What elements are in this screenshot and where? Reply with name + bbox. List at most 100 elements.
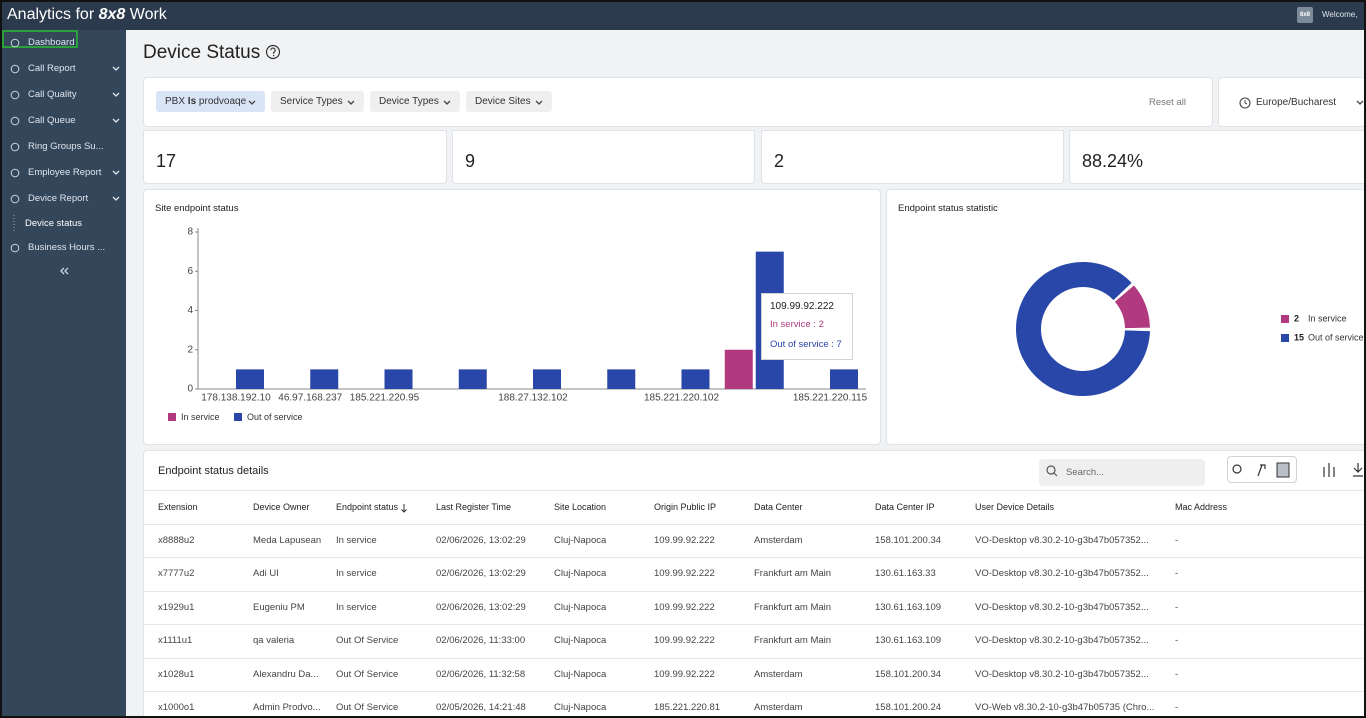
column-header[interactable]: Endpoint status [336, 499, 408, 515]
table-cell: In service [336, 568, 377, 580]
table-cell: 109.99.92.222 [654, 568, 715, 580]
filter-label: Device Types [379, 96, 439, 107]
timezone-select[interactable]: Europe/Bucharest [1256, 97, 1337, 108]
table-cell: In service [336, 601, 377, 613]
help-icon-mark [270, 47, 276, 54]
column-header-text: User Device Details [975, 502, 1055, 512]
column-header[interactable]: User Device Details [975, 499, 1054, 515]
help-icon-dot [272, 54, 275, 57]
sidebar-item[interactable]: Employee Report [28, 167, 102, 178]
sidebar-item[interactable]: Call Report [28, 63, 76, 74]
table-cell: Cluj-Napoca [554, 568, 607, 580]
table-cell: 02/06/2026, 13:02:29 [436, 535, 526, 546]
filter-chip[interactable]: Service Types [271, 91, 364, 112]
reset-button[interactable]: Reset all [1149, 97, 1186, 108]
table-cell: 158.101.200.34 [875, 535, 942, 546]
table-cell: Out Of Service [336, 635, 399, 647]
sidebar-item[interactable]: Call Queue [28, 115, 76, 126]
table-cell: - [1175, 702, 1179, 713]
table-cell: Amsterdam [754, 535, 803, 546]
table-title: Endpoint status details [158, 465, 269, 477]
table-cell: Alexandru Da... [253, 668, 319, 680]
search-placeholder: Search... [1066, 467, 1105, 478]
table-cell: Adi UI [253, 568, 279, 580]
filter-chip[interactable]: Device Types [370, 91, 460, 112]
sidebar-item[interactable]: Business Hours ... [28, 242, 106, 253]
kpi-value: 2 [774, 151, 785, 171]
sidebar-item[interactable]: Device Report [28, 193, 89, 204]
table-cell: 02/06/2026, 13:02:29 [436, 568, 526, 580]
table-cell: Cluj-Napoca [554, 702, 607, 713]
sidebar-item[interactable]: Ring Groups Su... [28, 141, 104, 152]
page-title: Device Status [143, 42, 261, 63]
column-header-text: Data Center [754, 502, 803, 512]
sidebar-item[interactable]: Call Quality [28, 89, 77, 100]
table-card: Endpoint status details Search... Extensio… [143, 450, 1364, 716]
table-cell: x7777u2 [158, 568, 195, 580]
avatar[interactable]: 8x8 [1297, 7, 1313, 23]
welcome-text: Welcome, [1322, 10, 1358, 19]
column-header[interactable]: Site Location [554, 499, 606, 515]
top-bar: Analytics for 8x8 Work 8x8 Welcome, [2, 2, 1364, 30]
column-header[interactable]: Mac Address [1175, 499, 1227, 515]
sidebar: Dashboard Call Report Call Quality Call Que… [2, 30, 126, 716]
row-divider [144, 590, 1364, 592]
column-header-text: Data Center IP [875, 502, 935, 512]
filter-operator: Is [187, 96, 197, 107]
table-cell: - [1175, 568, 1179, 580]
table-cell: Out Of Service [336, 702, 399, 713]
table-cell: 158.101.200.24 [875, 702, 942, 713]
submenu-item[interactable] [2, 30, 78, 48]
table-cell: Frankfurt am Main [754, 601, 832, 613]
filter-bar: PBX Is prodvoaqe Service Types Device Type… [143, 77, 1213, 127]
kpi-card: 9 [452, 130, 755, 184]
kpi-value: 17 [156, 151, 177, 171]
column-header[interactable]: Origin Public IP [654, 499, 716, 515]
filter-value: prodvoaqe [198, 96, 247, 107]
filter-chip[interactable]: PBX Is prodvoaqe [156, 91, 265, 112]
table-cell: VO-Desktop v8.30.2-10-g3b47b057352... [975, 668, 1149, 680]
brand[interactable]: Analytics for 8x8 Work [7, 7, 167, 23]
table-cell: In service [336, 535, 377, 546]
row-divider [144, 557, 1364, 559]
table-cell: Admin Prodvo... [253, 702, 321, 713]
table-cell: VO-Web v8.30.2-10-g3b47b05735 (Chro... [975, 702, 1155, 713]
filter-chip[interactable]: Device Sites [466, 91, 552, 112]
table-cell: 109.99.92.222 [654, 601, 715, 613]
table-cell: 130.61.163.33 [875, 568, 936, 580]
table-cell: Frankfurt am Main [754, 635, 832, 647]
column-header-text: Endpoint status [336, 502, 399, 512]
sort-arrow [401, 503, 407, 513]
chart-title: Endpoint status statistic [898, 203, 998, 214]
table-cell: 109.99.92.222 [654, 635, 715, 647]
table-cell: 185.221.220.81 [654, 702, 721, 713]
table-cell: Cluj-Napoca [554, 635, 607, 647]
table-cell: - [1175, 601, 1179, 613]
filter-label: Device Sites [475, 96, 531, 107]
column-header[interactable]: Data Center [754, 499, 803, 515]
column-header[interactable]: Last Register Time [436, 499, 511, 515]
timezone-panel: Europe/Bucharest [1218, 77, 1364, 127]
column-header-text: Mac Address [1175, 502, 1228, 512]
column-header[interactable]: Data Center IP [875, 499, 935, 515]
table-cell: Amsterdam [754, 702, 803, 713]
table-cell: VO-Desktop v8.30.2-10-g3b47b057352... [975, 635, 1149, 647]
view-toggle[interactable] [1227, 456, 1297, 483]
column-header[interactable]: Device Owner [253, 499, 310, 515]
column-header[interactable]: Extension [158, 499, 198, 515]
table-cell: Amsterdam [754, 668, 803, 680]
table-cell: x1929u1 [158, 601, 195, 613]
table-cell: Cluj-Napoca [554, 601, 607, 613]
search-box[interactable]: Search... [1039, 459, 1205, 486]
column-header-text: Origin Public IP [654, 502, 717, 512]
table-cell: x1000o1 [158, 702, 195, 713]
table-cell: 130.61.163.109 [875, 601, 942, 613]
row-divider [144, 657, 1364, 659]
sidebar-item[interactable]: Dashboard [28, 37, 75, 48]
table-cell: VO-Desktop v8.30.2-10-g3b47b057352... [975, 535, 1149, 546]
chart-tooltip: 109.99.92.222 In service : 2 Out of servic… [761, 293, 853, 360]
tooltip-line: In service : 2 [770, 319, 824, 330]
chart-title: Site endpoint status [155, 203, 239, 214]
kpi-value: 88.24% [1082, 151, 1144, 171]
